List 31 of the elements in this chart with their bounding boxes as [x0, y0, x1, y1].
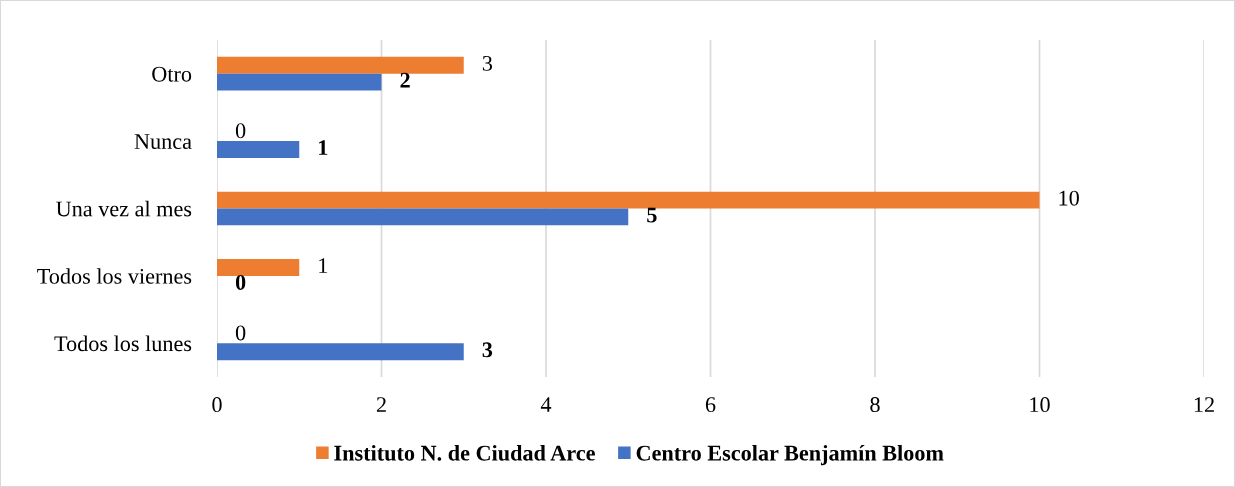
y-tick-label: Nunca — [134, 134, 192, 150]
y-tick-label: Todos los lunes — [54, 335, 192, 352]
data-label: 2 — [400, 72, 410, 88]
bar — [217, 208, 629, 226]
data-label: 0 — [235, 123, 246, 139]
data-label: 5 — [647, 207, 657, 223]
data-label: 1 — [319, 140, 328, 155]
x-tick-label: 12 — [1194, 397, 1214, 412]
x-tick-label: 10 — [1030, 397, 1050, 413]
data-label: 3 — [482, 342, 493, 358]
legend-label: Instituto N. de Ciudad Arce — [334, 444, 595, 461]
data-label: 3 — [482, 55, 493, 71]
bar — [217, 259, 300, 276]
y-tick-label: Una vez al mes — [56, 200, 192, 217]
x-tick-label: 6 — [705, 397, 716, 413]
bar — [217, 73, 382, 91]
bar — [217, 56, 464, 74]
x-tick-label: 2 — [376, 397, 386, 412]
x-tick-label: 0 — [212, 397, 222, 413]
x-tick-label: 4 — [540, 397, 552, 412]
data-label: 0 — [235, 325, 246, 341]
y-tick-label: Todos los viernes — [37, 268, 192, 284]
data-label: 0 — [235, 274, 246, 290]
bar — [217, 141, 300, 158]
data-label: 1 — [319, 258, 328, 273]
y-tick-label: Otro — [152, 66, 192, 82]
bar — [217, 191, 1040, 209]
x-tick-label: 8 — [870, 397, 880, 413]
legend-label: Centro Escolar Benjamín Bloom — [636, 444, 944, 466]
data-label: 10 — [1059, 190, 1079, 206]
bar — [217, 343, 464, 361]
